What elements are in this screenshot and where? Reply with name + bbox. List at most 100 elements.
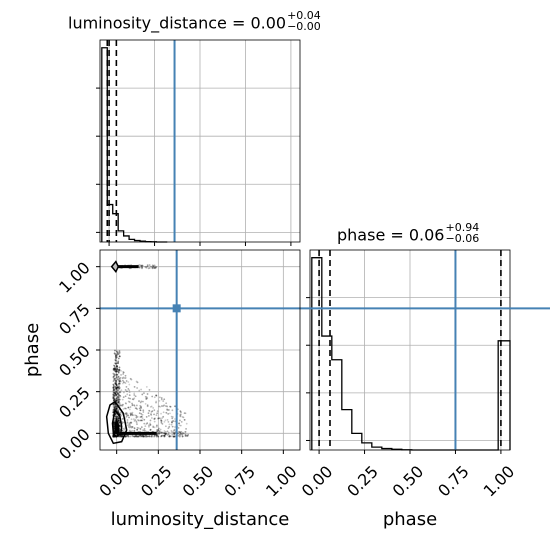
density-point: [174, 431, 176, 434]
density-point: [117, 395, 120, 397]
density-point: [124, 435, 127, 438]
density-point: [118, 351, 121, 354]
density-point: [179, 414, 181, 416]
density-point: [136, 435, 139, 437]
density-point: [112, 397, 115, 400]
density-point: [125, 434, 128, 437]
density-point: [114, 373, 117, 376]
density-point: [186, 434, 189, 437]
density-point: [112, 403, 115, 406]
density-point: [148, 435, 151, 437]
density-point: [136, 435, 139, 438]
density-point: [112, 435, 115, 438]
density-point: [179, 419, 181, 422]
density-point: [172, 435, 175, 438]
density-point: [126, 390, 128, 393]
density-point: [168, 435, 171, 438]
density-point: [114, 394, 117, 397]
density-point: [155, 266, 158, 269]
density-point: [112, 367, 115, 370]
density-point: [145, 266, 148, 269]
density-point: [114, 370, 117, 373]
density-point: [153, 426, 156, 429]
density-point: [113, 352, 116, 355]
density-point: [112, 435, 115, 437]
density-point: [137, 419, 139, 421]
density-point: [134, 435, 137, 437]
phase-title-minus: −0.06: [445, 232, 480, 245]
density-point: [142, 429, 144, 432]
density-point: [135, 435, 138, 438]
density-point: [149, 423, 152, 426]
density-point: [112, 434, 115, 437]
density-point: [112, 435, 115, 438]
density-point: [113, 365, 116, 367]
density-point: [120, 435, 123, 437]
density-point: [130, 412, 133, 415]
density-point: [119, 404, 122, 407]
density-point: [115, 407, 118, 410]
density-point: [120, 435, 123, 438]
density-point: [114, 382, 116, 385]
density-point: [112, 406, 115, 408]
density-point: [139, 434, 142, 437]
density-point: [114, 367, 117, 370]
density-point: [126, 414, 129, 417]
density-point: [156, 430, 159, 433]
density-point: [165, 432, 168, 435]
density-point: [118, 369, 121, 372]
phase-title: phase = 0.06 +0.94 −0.06: [337, 221, 480, 245]
density-point: [150, 434, 153, 437]
density-point: [114, 405, 117, 408]
density-point: [115, 390, 118, 393]
density-point: [117, 362, 119, 365]
luminosity-distance-title: luminosity_distance = 0.00 +0.04 −0.00: [68, 9, 321, 33]
density-point: [133, 429, 136, 432]
density-point: [146, 265, 148, 268]
density-point: [181, 434, 184, 436]
density-point: [162, 400, 165, 402]
density-point: [141, 266, 143, 269]
distance-tick-label: 0.75: [220, 462, 259, 501]
density-point: [112, 435, 115, 438]
density-point: [183, 418, 186, 421]
density-point: [152, 426, 155, 429]
density-point: [113, 430, 116, 433]
density-point: [135, 421, 138, 424]
density-point: [160, 419, 163, 422]
density-point: [171, 417, 174, 420]
density-point: [114, 359, 117, 362]
density-point: [149, 424, 152, 426]
density-point: [131, 414, 134, 417]
density-contour: [110, 260, 120, 274]
density-point: [125, 411, 128, 414]
density-point: [128, 394, 131, 397]
density-point: [116, 400, 118, 402]
density-point: [172, 433, 175, 436]
density-point: [115, 387, 117, 390]
density-point: [150, 417, 153, 419]
density-point: [140, 426, 143, 429]
density-point: [125, 380, 128, 382]
density-point: [152, 425, 155, 428]
density-point: [115, 407, 117, 409]
density-point: [155, 434, 158, 437]
density-point: [155, 394, 157, 397]
density-point: [117, 393, 120, 396]
density-point: [165, 402, 168, 405]
density-point: [117, 396, 120, 399]
density-point: [117, 420, 120, 422]
density-point: [121, 434, 124, 437]
density-point: [127, 400, 130, 403]
density-point: [150, 413, 152, 416]
density-point: [139, 419, 142, 422]
density-point: [131, 413, 134, 416]
density-point: [184, 430, 187, 433]
density-point: [137, 435, 140, 438]
density-point: [122, 376, 125, 379]
density-point: [155, 425, 158, 428]
density-point: [116, 417, 119, 420]
density-point: [112, 435, 115, 438]
density-point: [123, 429, 126, 431]
density-point: [141, 267, 143, 270]
